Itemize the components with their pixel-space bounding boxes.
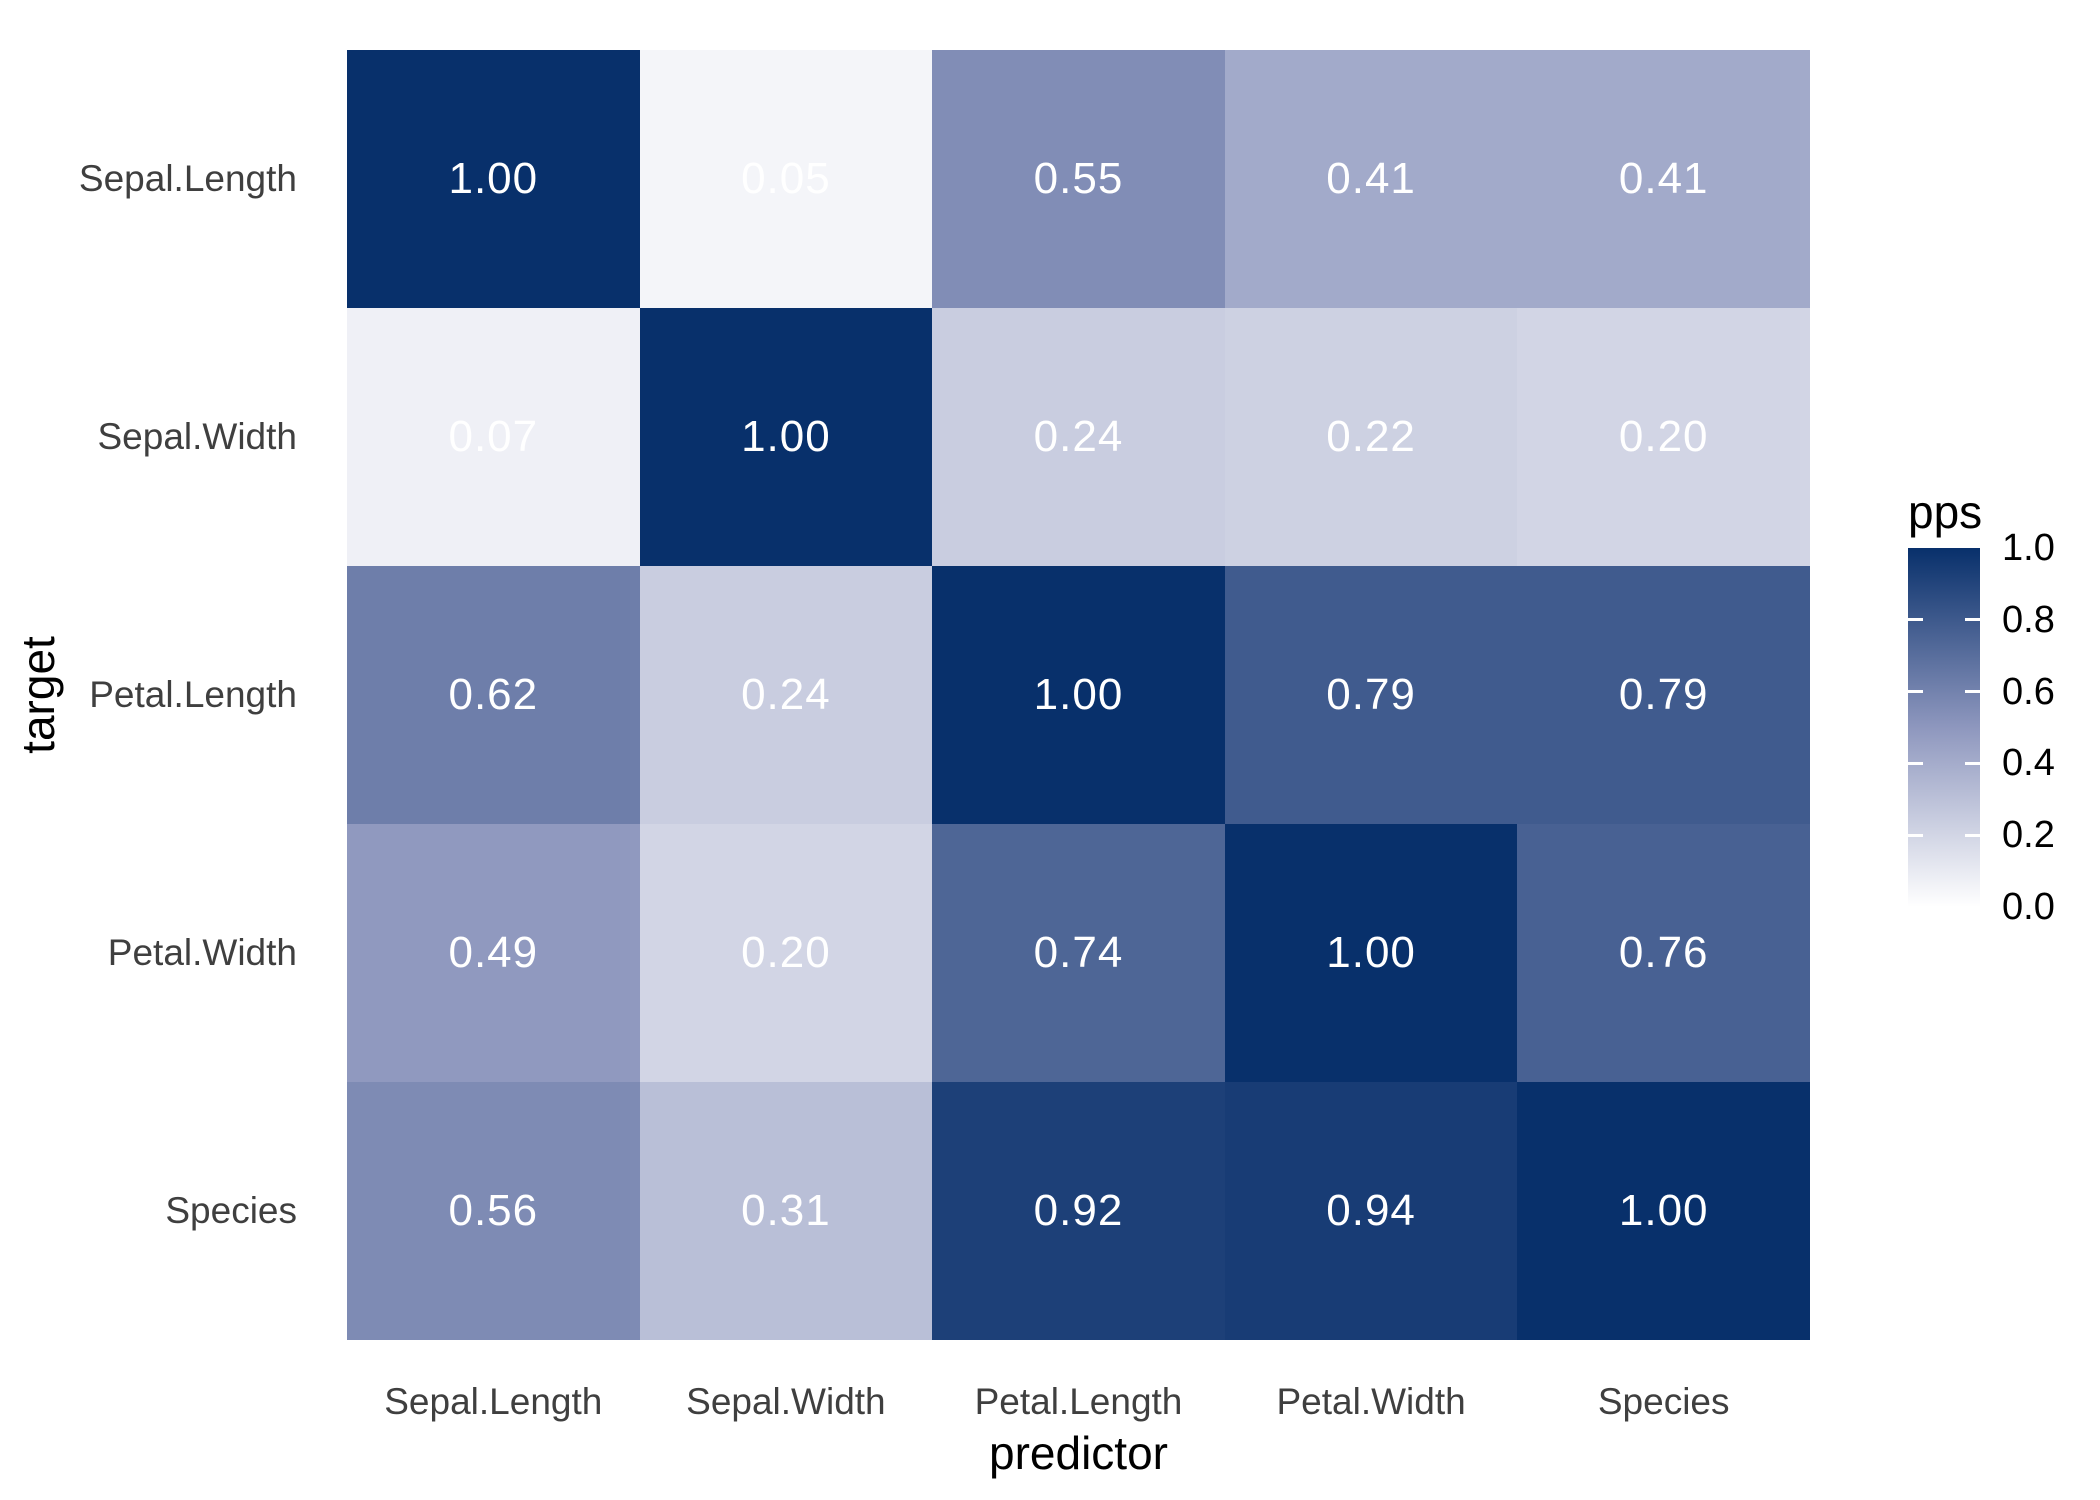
y-axis-label: Sepal.Width	[97, 416, 298, 457]
heatmap-cell: 0.20	[639, 824, 933, 1082]
y-axis-label: Petal.Width	[107, 932, 297, 973]
legend-tick-label: 1.0	[2002, 527, 2055, 569]
cell-value: 0.05	[741, 154, 831, 203]
heatmap-cell: 0.41	[1517, 50, 1810, 308]
x-axis-label: Petal.Length	[974, 1381, 1183, 1422]
legend-tick-mark	[1965, 690, 1980, 694]
cell-value: 0.41	[1326, 154, 1416, 203]
legend-colorbar	[1908, 548, 1980, 907]
heatmap-cell: 1.00	[932, 566, 1225, 824]
y-axis-label: Sepal.Length	[78, 158, 297, 199]
cell-value: 0.55	[1033, 154, 1124, 203]
cell-value: 0.79	[1618, 670, 1709, 719]
heatmap-cell: 0.92	[932, 1082, 1225, 1340]
y-axis-labels: Sepal.Length Sepal.Width Petal.Length Petal…	[0, 50, 297, 1340]
legend-title: pps	[1908, 486, 1983, 538]
heatmap-cell: 1.00	[1224, 824, 1518, 1082]
heatmap-cell: 1.00	[639, 308, 933, 566]
cell-value: 1.00	[1326, 928, 1416, 977]
heatmap-cell: 0.31	[639, 1082, 933, 1340]
legend-tick-mark	[1908, 833, 1923, 837]
legend-tick-label: 0.6	[2002, 670, 2055, 713]
x-axis-title: predictor	[989, 1427, 1168, 1479]
heatmap-cell: 0.22	[1224, 308, 1518, 566]
legend-tick-mark	[1908, 690, 1923, 694]
legend-tick-label: 0.0	[2002, 886, 2055, 928]
cell-value: 0.62	[448, 670, 539, 719]
legend-tick-mark	[1965, 833, 1980, 837]
cell-value: 0.56	[448, 1186, 539, 1235]
heatmap-cell: 0.79	[1224, 566, 1518, 824]
cell-value: 1.00	[448, 154, 539, 203]
heatmap-cell: 0.24	[639, 566, 933, 824]
heatmap-cell: 0.94	[1224, 1082, 1518, 1340]
cell-value: 0.20	[1618, 412, 1709, 461]
legend-tick-label: 0.4	[2002, 742, 2055, 785]
cell-value: 0.92	[1033, 1186, 1124, 1235]
cell-value: 0.20	[741, 928, 831, 977]
cell-value: 0.49	[448, 928, 539, 977]
x-axis-label: Species	[1597, 1381, 1730, 1422]
cell-value: 0.76	[1618, 928, 1709, 977]
legend-tick-mark	[1965, 618, 1980, 622]
heatmap-cell: 0.49	[347, 824, 640, 1082]
cell-value: 0.24	[1033, 412, 1124, 461]
cell-value: 0.74	[1033, 928, 1124, 977]
heatmap-cell: 0.20	[1517, 308, 1810, 566]
cell-value: 0.94	[1326, 1186, 1416, 1235]
y-axis-label: Species	[165, 1190, 297, 1231]
cell-value: 0.79	[1326, 670, 1416, 719]
heatmap-cell: 1.00	[347, 50, 640, 308]
x-axis-labels: Sepal.Length Sepal.Width Petal.Length Petal…	[347, 1379, 1810, 1425]
legend-tick-label: 0.2	[2002, 814, 2055, 857]
heatmap-panel: 1.00 0.05 0.55 0.41 0.41 0.07 1.00 0.24 0.22 0.20…	[347, 50, 1810, 1340]
heatmap-cell: 0.62	[347, 566, 640, 824]
cell-value: 0.22	[1326, 412, 1416, 461]
legend-tick-mark	[1908, 761, 1923, 765]
heatmap-cell: 0.76	[1517, 824, 1810, 1082]
heatmap-cell: 0.56	[347, 1082, 640, 1340]
heatmap-cell: 0.79	[1517, 566, 1810, 824]
legend-tick-label: 0.8	[2002, 598, 2055, 641]
heatmap-cell: 0.55	[932, 50, 1225, 308]
cell-value: 1.00	[741, 412, 831, 461]
heatmap-cell: 0.24	[932, 308, 1225, 566]
y-axis-label: Petal.Length	[89, 674, 297, 715]
cell-value: 1.00	[1033, 670, 1124, 719]
cell-value: 0.31	[741, 1186, 831, 1235]
heatmap-cell: 0.05	[639, 50, 933, 308]
cell-value: 0.07	[448, 412, 539, 461]
heatmap-cell: 0.74	[932, 824, 1225, 1082]
cell-value: 0.24	[741, 670, 831, 719]
legend-tick-mark	[1965, 761, 1980, 765]
cell-value: 0.41	[1618, 154, 1709, 203]
legend-tick-mark	[1908, 618, 1923, 622]
x-axis-label: Sepal.Length	[384, 1381, 603, 1422]
heatmap-cell: 0.41	[1224, 50, 1518, 308]
x-axis-label: Sepal.Width	[686, 1381, 886, 1422]
x-axis-label: Petal.Width	[1276, 1381, 1466, 1422]
heatmap-cell: 0.07	[347, 308, 640, 566]
cell-value: 1.00	[1618, 1186, 1709, 1235]
heatmap-cell: 1.00	[1517, 1082, 1810, 1340]
